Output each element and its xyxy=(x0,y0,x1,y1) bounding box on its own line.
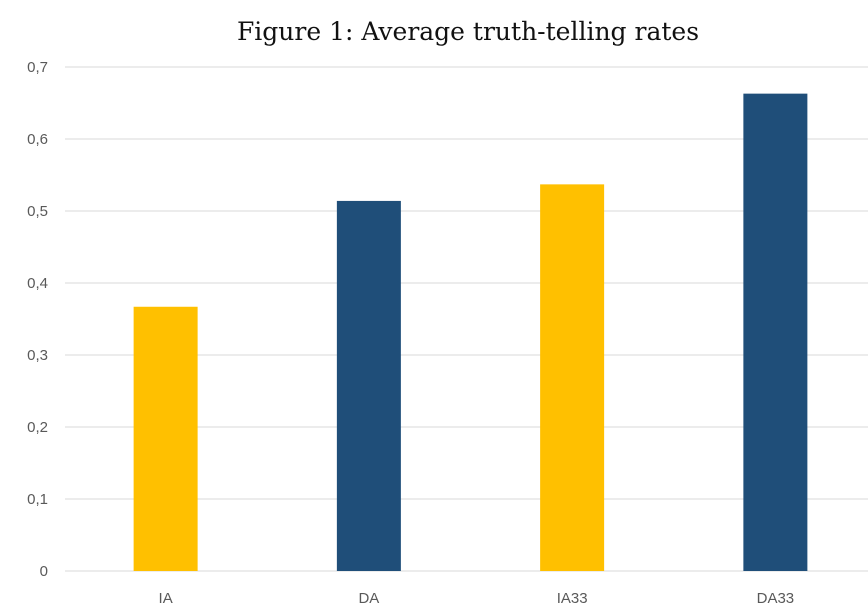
y-tick-label: 0,1 xyxy=(27,491,48,508)
chart-title: Figure 1: Average truth-telling rates xyxy=(237,17,699,46)
bar-da xyxy=(336,200,401,572)
y-tick-label: 0,2 xyxy=(27,419,48,436)
bars xyxy=(133,93,808,572)
bar-ia xyxy=(133,306,198,571)
bar-da33 xyxy=(743,93,808,571)
y-tick-label: 0,4 xyxy=(27,275,48,292)
y-tick-label: 0,6 xyxy=(27,131,48,148)
y-tick-label: 0,5 xyxy=(27,203,48,220)
x-tick-label: IA33 xyxy=(557,590,588,607)
x-tick-label: IA xyxy=(159,590,173,607)
y-tick-label: 0,3 xyxy=(27,347,48,364)
y-tick-label: 0,7 xyxy=(27,59,48,76)
x-tick-label: DA33 xyxy=(757,590,795,607)
y-axis-ticks: 0 0,1 0,2 0,3 0,4 0,5 0,6 0,7 xyxy=(27,59,48,580)
y-tick-label: 0 xyxy=(40,563,48,580)
gridlines xyxy=(65,66,868,572)
bar-ia33 xyxy=(540,184,605,572)
x-axis-ticks: IA DA IA33 DA33 xyxy=(159,590,795,607)
x-tick-label: DA xyxy=(358,590,379,607)
